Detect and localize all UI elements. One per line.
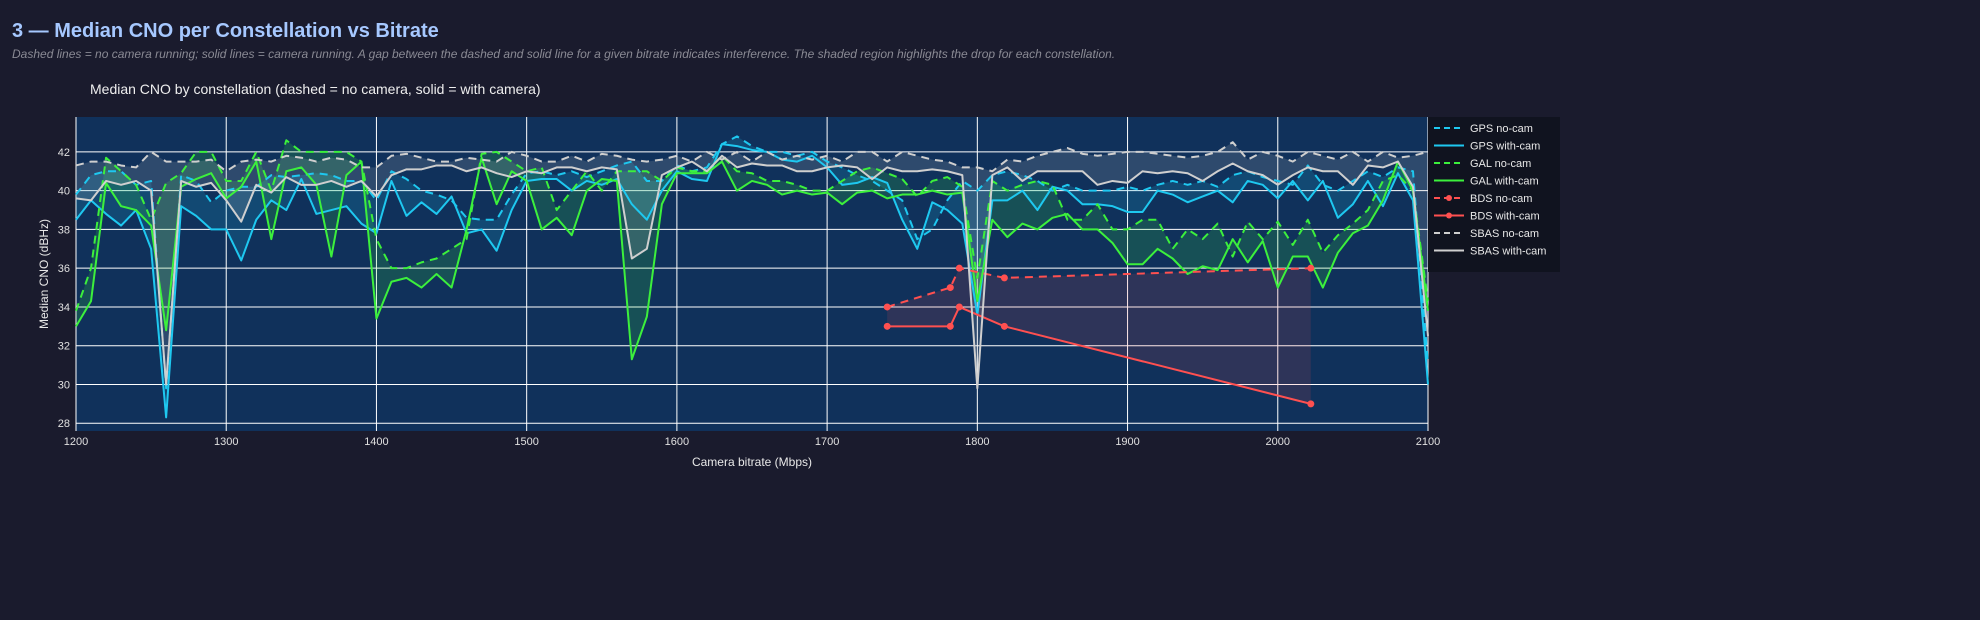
chart-title: Median CNO by constellation (dashed = no… (90, 81, 541, 97)
data-point-bds-no-cam (955, 264, 963, 272)
shaded-drop-sbas (76, 142, 1428, 389)
legend-item-gal-no-cam[interactable]: GAL no-cam (1434, 158, 1531, 170)
legend-marker (1446, 212, 1452, 219)
series-line-sbas-no-cam (75, 141, 1429, 173)
x-tick-label: 1600 (665, 436, 689, 448)
series-line-gal-no-cam (75, 139, 1429, 312)
legend-label: GAL no-cam (1470, 158, 1531, 170)
legend-label: BDS no-cam (1470, 193, 1532, 205)
legend-label: GAL with-cam (1470, 176, 1539, 188)
legend-item-gps-no-cam[interactable]: GPS no-cam (1434, 123, 1533, 135)
data-point-bds-with-cam (955, 303, 963, 311)
legend-label: SBAS no-cam (1470, 228, 1539, 240)
data-point-bds-with-cam (946, 322, 954, 330)
series-line-gal-with-cam (75, 156, 1429, 361)
series-line-sbas-with-cam (75, 154, 1429, 390)
x-tick-label: 1800 (965, 436, 989, 448)
y-axis-label: Median CNO (dBHz) (37, 219, 51, 329)
legend-item-gal-with-cam[interactable]: GAL with-cam (1434, 176, 1539, 188)
series-line-gps-with-cam (75, 143, 1429, 419)
y-tick-label: 42 (58, 147, 70, 159)
plot-area (76, 117, 1428, 431)
data-point-bds-with-cam (883, 322, 891, 330)
y-tick-label: 30 (58, 379, 70, 391)
page-subtitle: Dashed lines = no camera running; solid … (12, 47, 1116, 61)
legend-label: GPS no-cam (1470, 123, 1533, 135)
data-point-bds-with-cam (1307, 400, 1315, 408)
legend-label: GPS with-cam (1470, 141, 1540, 153)
x-tick-label: 1200 (64, 436, 88, 448)
data-point-bds-with-cam (1000, 322, 1008, 330)
legend-item-sbas-no-cam[interactable]: SBAS no-cam (1434, 228, 1539, 240)
shaded-drop-gps (76, 136, 1428, 418)
x-tick-label: 1400 (364, 436, 388, 448)
y-tick-label: 34 (58, 302, 70, 314)
y-tick-label: 38 (58, 224, 70, 236)
legend-item-sbas-with-cam[interactable]: SBAS with-cam (1434, 246, 1546, 258)
shaded-drop-bds (887, 268, 1311, 404)
data-point-bds-no-cam (946, 284, 954, 292)
data-point-bds-no-cam (1000, 274, 1008, 282)
y-tick-label: 28 (58, 418, 70, 430)
x-axis-label: Camera bitrate (Mbps) (692, 455, 812, 469)
y-tick-label: 36 (58, 263, 70, 275)
x-tick-label: 1300 (214, 436, 238, 448)
legend-label: BDS with-cam (1470, 211, 1540, 223)
x-tick-label: 1900 (1115, 436, 1139, 448)
legend-item-gps-with-cam[interactable]: GPS with-cam (1434, 141, 1540, 153)
page-title: 3 — Median CNO per Constellation vs Bitr… (12, 20, 439, 42)
x-tick-label: 2000 (1266, 436, 1290, 448)
x-tick-label: 1700 (815, 436, 839, 448)
legend-marker (1446, 195, 1452, 201)
data-point-bds-no-cam (1307, 264, 1315, 272)
x-tick-label: 2100 (1416, 436, 1440, 448)
legend-item-bds-no-cam[interactable]: BDS no-cam (1434, 193, 1532, 205)
legend-label: SBAS with-cam (1470, 246, 1546, 258)
legend[interactable]: GPS no-cam GPS with-cam GAL no-cam GAL with… (1428, 117, 1560, 272)
shaded-drop-gal (76, 140, 1428, 360)
x-tick-label: 1500 (514, 436, 538, 448)
data-point-bds-no-cam (883, 303, 891, 311)
legend-item-bds-with-cam[interactable]: BDS with-cam (1434, 211, 1540, 223)
y-tick-label: 40 (58, 186, 70, 198)
y-tick-label: 32 (58, 341, 70, 353)
